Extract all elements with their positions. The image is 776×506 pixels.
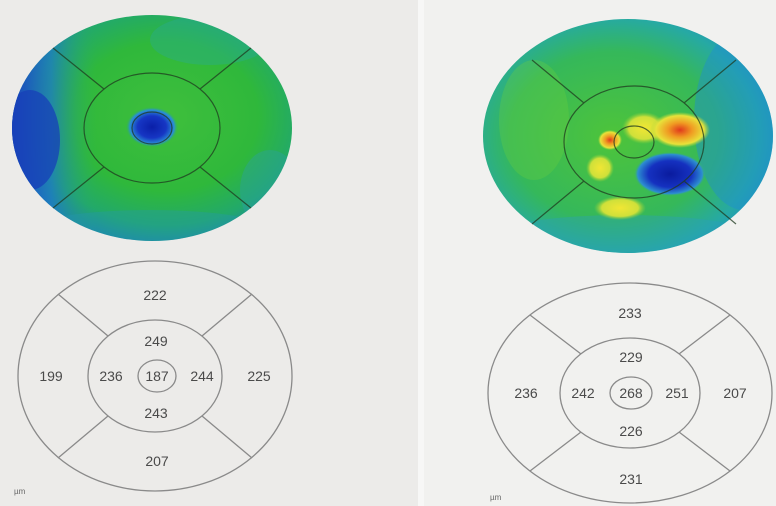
left-unit-label: µm	[14, 487, 26, 496]
right-inner-right-value: 251	[665, 385, 689, 401]
right-sector-chart: 233 236 207 231 229 242 251 226 268 µm	[488, 283, 772, 503]
left-inner-bottom-value: 243	[144, 405, 168, 421]
right-inner-bottom-value: 226	[619, 423, 643, 439]
right-eye-figure: 233 236 207 231 229 242 251 226 268 µm	[424, 0, 776, 506]
left-outer-left-value: 199	[39, 368, 63, 384]
right-outer-bottom-value: 231	[619, 471, 643, 487]
right-outer-left-value: 236	[514, 385, 538, 401]
right-outer-top-value: 233	[618, 305, 642, 321]
right-center-value: 268	[619, 385, 643, 401]
right-inner-left-value: 242	[571, 385, 595, 401]
left-sector-chart: 222 199 225 207 249 236 244 243 187 µm	[14, 261, 292, 496]
left-inner-left-value: 236	[99, 368, 123, 384]
right-inner-top-value: 229	[619, 349, 643, 365]
left-outer-top-value: 222	[143, 287, 167, 303]
left-inner-top-value: 249	[144, 333, 168, 349]
right-eye-panel: 233 236 207 231 229 242 251 226 268 µm	[424, 0, 776, 506]
left-thickness-map	[0, 15, 300, 250]
left-eye-panel: 222 199 225 207 249 236 244 243 187 µm	[0, 0, 418, 506]
left-outer-right-value: 225	[247, 368, 271, 384]
right-thickness-map	[483, 19, 776, 265]
right-outer-right-value: 207	[723, 385, 747, 401]
left-inner-right-value: 244	[190, 368, 214, 384]
left-eye-figure: 222 199 225 207 249 236 244 243 187 µm	[0, 0, 418, 506]
left-center-value: 187	[145, 368, 169, 384]
right-unit-label: µm	[490, 493, 502, 502]
left-outer-bottom-value: 207	[145, 453, 169, 469]
